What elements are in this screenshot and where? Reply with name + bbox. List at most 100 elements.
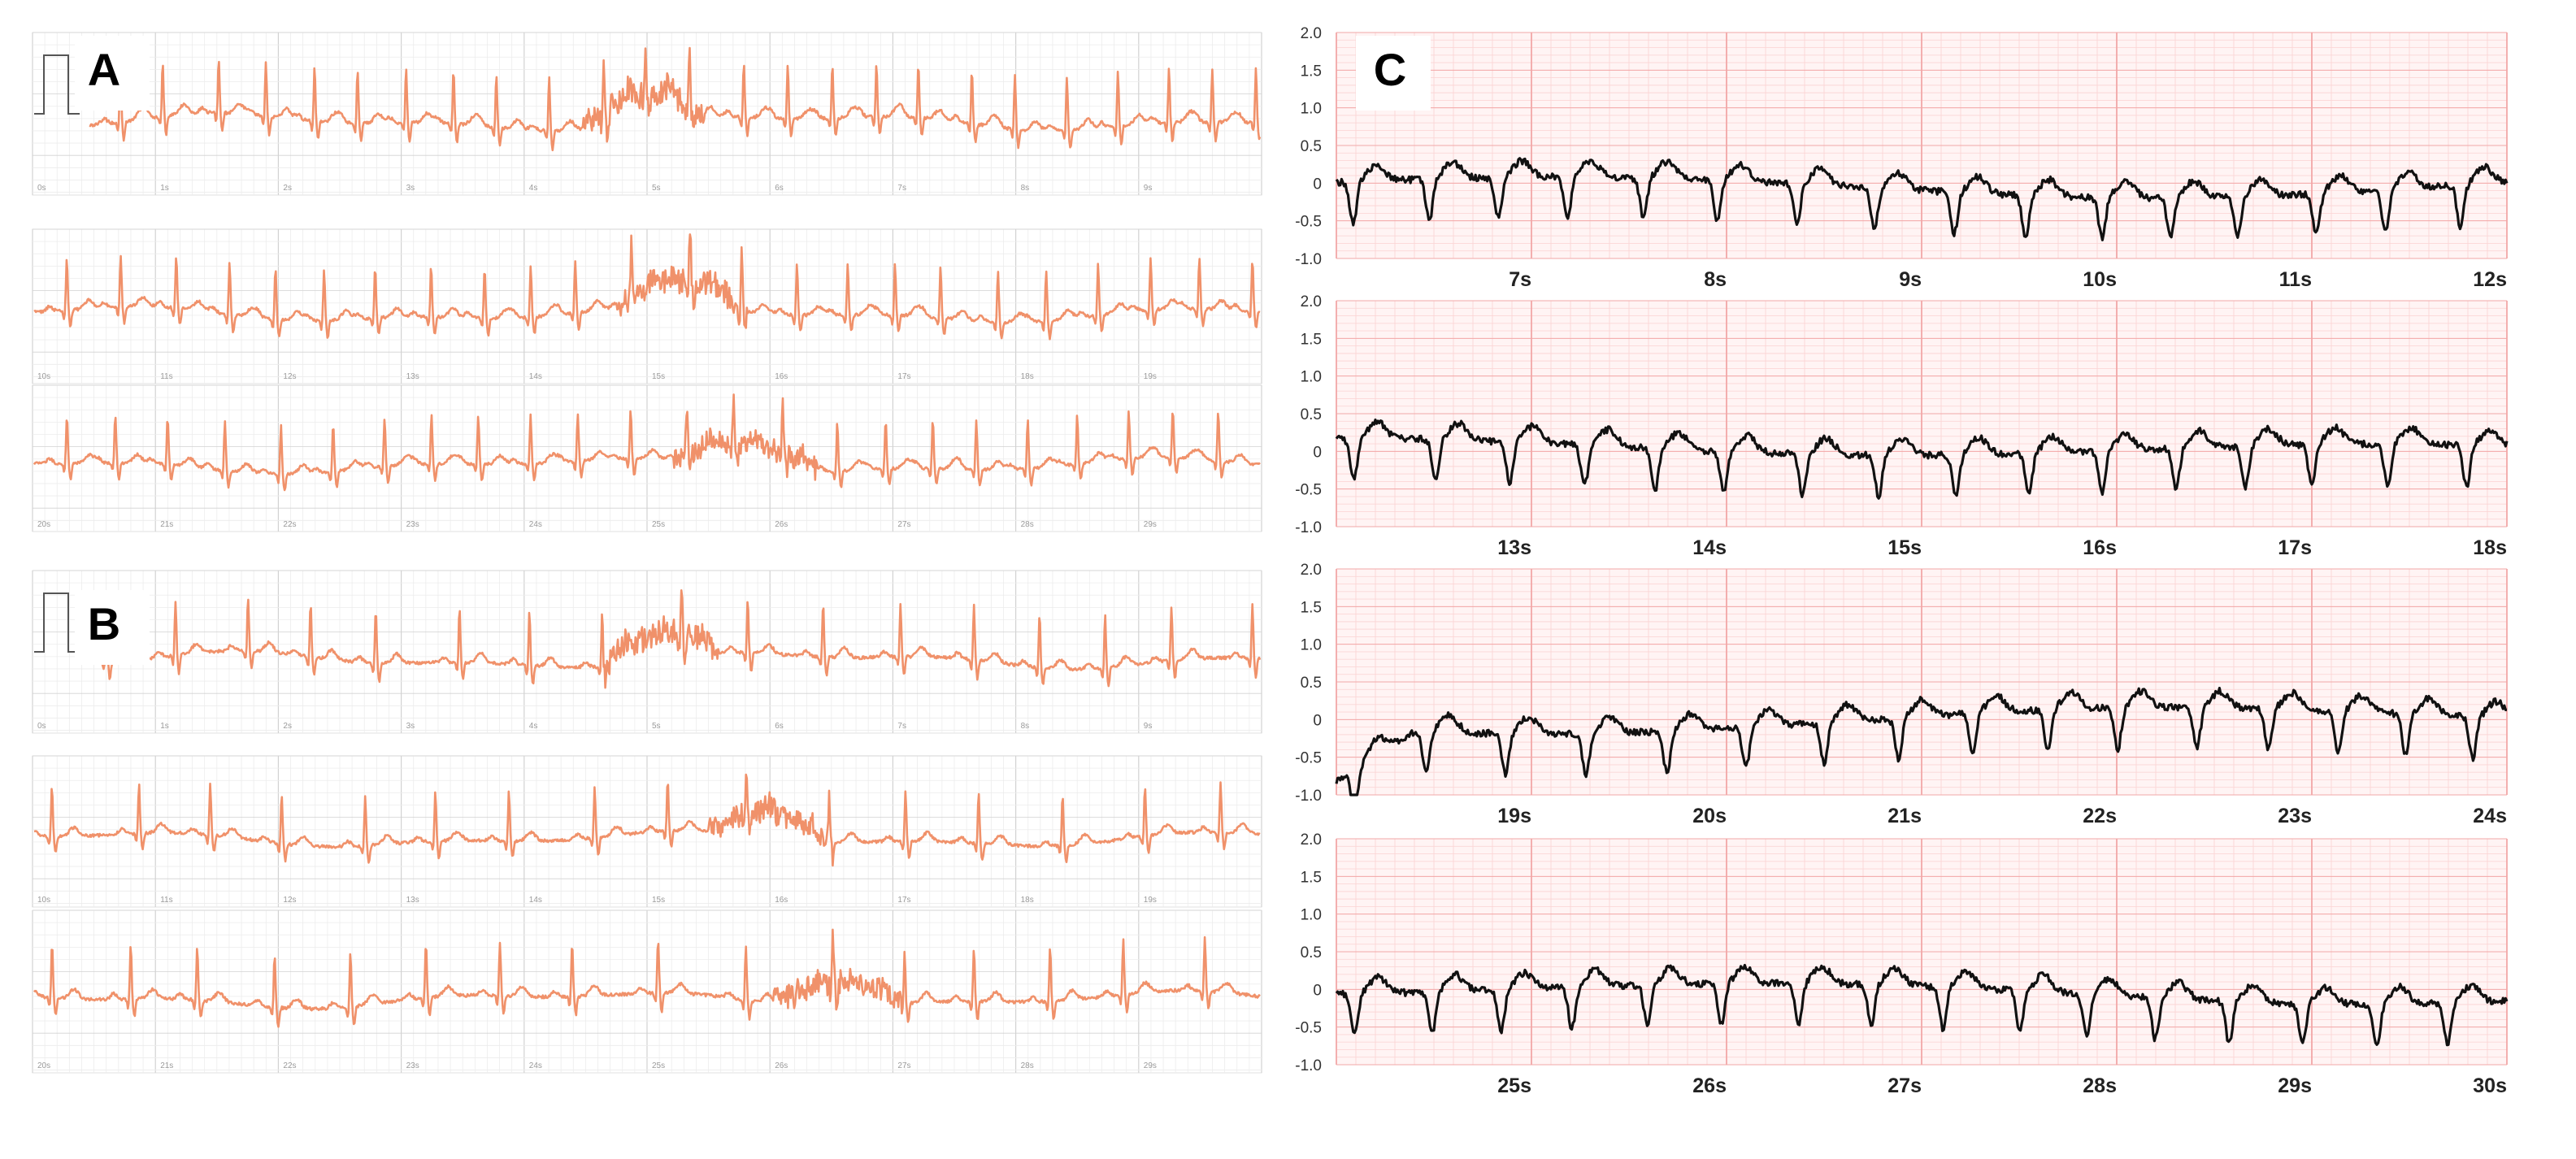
x-tick-label: 7s — [1509, 268, 1531, 291]
strip-tick-label: 22s — [283, 520, 296, 529]
ecg-trace — [1335, 686, 2508, 797]
strip-tick-label: 24s — [529, 520, 542, 529]
strip-tick-label: 15s — [652, 372, 665, 381]
panel-b-strip-3: 20s 21s 22s 23s 24s 25s 26s 27s 28s 29s — [32, 909, 1262, 1074]
strip-tick-label: 8s — [1021, 184, 1030, 193]
strip-tick-label: 20s — [37, 520, 50, 529]
y-tick-label: 2.0 — [1301, 831, 1322, 849]
strip-tick-label: 10s — [37, 896, 50, 905]
panel-c-strip-2: 2.0 1.5 1.0 0.5 0 -0.5 -1.0 13s 14s 15s 16s 17s 18s — [1295, 293, 2509, 559]
panel-label-c: C — [1374, 44, 1406, 95]
y-tick-label: 2.0 — [1301, 25, 1322, 42]
y-tick-label: -1.0 — [1295, 251, 1322, 268]
strip-grid — [1336, 838, 2508, 1066]
y-tick-label: 0.5 — [1301, 944, 1322, 961]
panel-c-strip-4: 2.0 1.5 1.0 0.5 0 -0.5 -1.0 25s 26s 27s 28s 29s 30s — [1295, 831, 2509, 1097]
x-tick-label: 10s — [2083, 268, 2117, 291]
y-tick-label: 1.5 — [1301, 331, 1322, 348]
strip-tick-label: 26s — [775, 520, 788, 529]
y-tick-label: 2.0 — [1301, 562, 1322, 579]
strip-tick-label: 17s — [897, 372, 910, 381]
strip-tick-label: 0s — [37, 184, 46, 193]
strip-grid — [32, 228, 1262, 384]
ecg-trace — [89, 46, 1262, 152]
ecg-trace — [1335, 963, 2509, 1047]
x-tick-label: 14s — [1692, 536, 1727, 559]
x-tick-label: 24s — [2473, 805, 2507, 827]
y-tick-label: 1.5 — [1301, 599, 1322, 616]
ecg-trace — [33, 233, 1261, 341]
panel-b-strip-1: 0s 1s 2s 3s 4s 5s 6s 7s 8s 9s — [32, 570, 1262, 734]
strip-tick-label: 19s — [1144, 896, 1157, 905]
strip-tick-label: 7s — [897, 722, 906, 731]
x-tick-label: 17s — [2278, 536, 2312, 559]
ecg-trace — [1335, 157, 2509, 241]
strip-tick-label: 28s — [1021, 1061, 1034, 1070]
strip-tick-label: 4s — [529, 184, 538, 193]
panel-b-strip-2: 10s 11s 12s 13s 14s 15s 16s 17s 18s 19s — [32, 755, 1262, 908]
strip-tick-label: 29s — [1144, 1061, 1157, 1070]
strip-tick-label: 3s — [406, 722, 415, 731]
calibration-pulse — [34, 593, 80, 653]
x-tick-label: 19s — [1497, 805, 1531, 827]
y-tick-label: 1.0 — [1301, 101, 1322, 118]
ecg-trace — [1335, 418, 2509, 500]
strip-tick-label: 27s — [897, 1061, 910, 1070]
strip-tick-label: 13s — [406, 896, 419, 905]
x-tick-label: 29s — [2278, 1074, 2312, 1097]
strip-tick-label: 14s — [529, 896, 542, 905]
strip-tick-label: 0s — [37, 722, 46, 731]
strip-tick-label: 6s — [775, 184, 784, 193]
strip-tick-label: 9s — [1144, 722, 1153, 731]
panel-a-strip-2: 10s 11s 12s 13s 14s 15s 16s 17s 18s 19s — [32, 228, 1262, 384]
y-tick-label: -1.0 — [1295, 1057, 1322, 1074]
strip-tick-label: 28s — [1021, 520, 1034, 529]
x-tick-label: 12s — [2473, 268, 2507, 291]
strip-tick-label: 17s — [897, 896, 910, 905]
strip-tick-label: 11s — [160, 372, 172, 381]
strip-tick-label: 1s — [160, 184, 169, 193]
panel-label-a-box: A — [75, 36, 150, 111]
strip-tick-label: 14s — [529, 372, 542, 381]
x-tick-label: 30s — [2473, 1074, 2507, 1097]
y-tick-label: 1.0 — [1301, 907, 1322, 924]
panel-label-b-box: B — [75, 590, 150, 665]
strip-tick-label: 6s — [775, 722, 784, 731]
strip-tick-label: 19s — [1144, 372, 1157, 381]
ecg-trace — [89, 588, 1262, 689]
strip-tick-label: 7s — [897, 184, 906, 193]
strip-tick-label: 12s — [283, 896, 296, 905]
strip-tick-label: 23s — [406, 520, 419, 529]
strip-tick-label: 21s — [160, 520, 173, 529]
strip-tick-label: 1s — [160, 722, 169, 731]
y-tick-label: -1.0 — [1295, 519, 1322, 536]
y-tick-label: -0.5 — [1295, 214, 1322, 231]
panel-a-strip-3: 20s 21s 22s 23s 24s 25s 26s 27s 28s 29s — [32, 384, 1262, 532]
panel-label-c-box: C — [1356, 36, 1431, 111]
x-tick-label: 21s — [1887, 805, 1922, 827]
strip-tick-label: 2s — [283, 722, 292, 731]
strip-tick-label: 27s — [897, 520, 910, 529]
strip-tick-label: 2s — [283, 184, 292, 193]
x-tick-label: 23s — [2278, 805, 2312, 827]
ecg-trace — [33, 928, 1261, 1028]
y-tick-label: -0.5 — [1295, 1020, 1322, 1037]
strip-grid — [32, 909, 1262, 1073]
panel-label-a: A — [88, 44, 120, 95]
ecg-trace — [33, 773, 1261, 867]
x-tick-label: 20s — [1692, 805, 1727, 827]
strip-tick-label: 22s — [283, 1061, 296, 1070]
strip-tick-label: 20s — [37, 1061, 50, 1070]
y-tick-label: 2.0 — [1301, 293, 1322, 310]
x-tick-label: 25s — [1497, 1074, 1531, 1097]
y-tick-label: 1.0 — [1301, 369, 1322, 386]
panel-a-chart: 0s 1s 2s 3s 4s 5s 6s 7s 8s 9s 10s 11s 12s 13s 14s 15s 16… — [32, 32, 1262, 532]
strip-tick-label: 29s — [1144, 520, 1157, 529]
strip-grid — [1336, 32, 2508, 259]
strip-tick-label: 18s — [1021, 372, 1034, 381]
strip-grid — [1336, 568, 2508, 796]
x-tick-label: 13s — [1497, 536, 1531, 559]
strip-tick-label: 15s — [652, 896, 665, 905]
